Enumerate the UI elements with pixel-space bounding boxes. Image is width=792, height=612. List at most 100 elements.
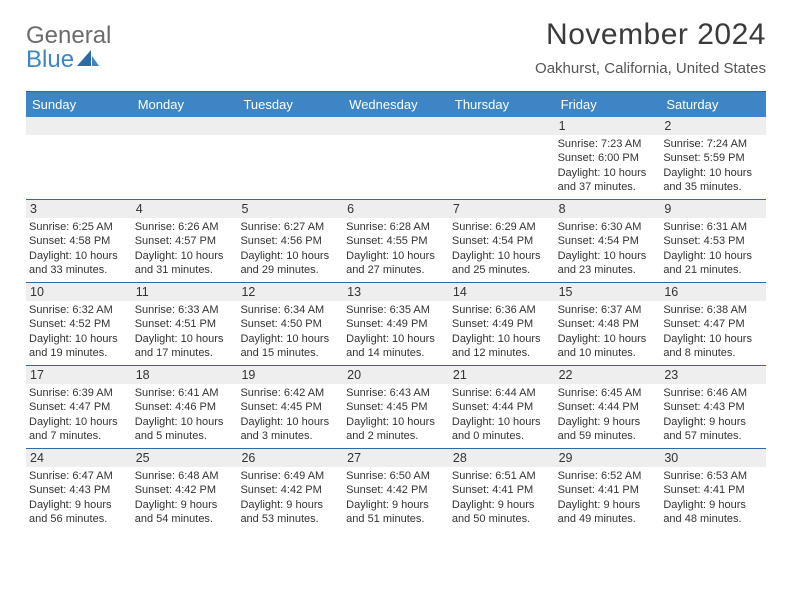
day-number: 17	[26, 366, 132, 384]
daylight-text: Daylight: 10 hours and 7 minutes.	[29, 415, 129, 444]
day-info: Sunrise: 6:27 AMSunset: 4:56 PMDaylight:…	[237, 218, 343, 281]
day-cell: 28Sunrise: 6:51 AMSunset: 4:41 PMDayligh…	[449, 449, 555, 531]
day-info: Sunrise: 6:26 AMSunset: 4:57 PMDaylight:…	[132, 218, 238, 281]
day-info: Sunrise: 6:41 AMSunset: 4:46 PMDaylight:…	[132, 384, 238, 447]
daylight-text: Daylight: 10 hours and 21 minutes.	[663, 249, 763, 278]
day-cell: 7 Sunrise: 6:29 AMSunset: 4:54 PMDaylight…	[449, 200, 555, 282]
daylight-text: Daylight: 10 hours and 29 minutes.	[240, 249, 340, 278]
day-cell: 29Sunrise: 6:52 AMSunset: 4:41 PMDayligh…	[555, 449, 661, 531]
sunset-text: Sunset: 6:00 PM	[558, 151, 658, 165]
day-info: Sunrise: 6:44 AMSunset: 4:44 PMDaylight:…	[449, 384, 555, 447]
day-info: Sunrise: 6:53 AMSunset: 4:41 PMDaylight:…	[660, 467, 766, 530]
day-info: Sunrise: 7:24 AMSunset: 5:59 PMDaylight:…	[660, 135, 766, 198]
month-title: November 2024	[535, 18, 766, 52]
sunrise-text: Sunrise: 6:51 AM	[452, 469, 552, 483]
sunset-text: Sunset: 4:49 PM	[346, 317, 446, 331]
sunset-text: Sunset: 4:47 PM	[663, 317, 763, 331]
sunrise-text: Sunrise: 6:44 AM	[452, 386, 552, 400]
dow-wednesday: Wednesday	[343, 92, 449, 117]
day-cell: 16Sunrise: 6:38 AMSunset: 4:47 PMDayligh…	[660, 283, 766, 365]
day-number: 27	[343, 449, 449, 467]
day-info: Sunrise: 6:30 AMSunset: 4:54 PMDaylight:…	[555, 218, 661, 281]
day-number: 1	[555, 117, 661, 135]
day-cell: 24Sunrise: 6:47 AMSunset: 4:43 PMDayligh…	[26, 449, 132, 531]
day-info: Sunrise: 6:47 AMSunset: 4:43 PMDaylight:…	[26, 467, 132, 530]
daylight-text: Daylight: 10 hours and 10 minutes.	[558, 332, 658, 361]
dow-tuesday: Tuesday	[237, 92, 343, 117]
daylight-text: Daylight: 10 hours and 3 minutes.	[240, 415, 340, 444]
sunrise-text: Sunrise: 6:43 AM	[346, 386, 446, 400]
week-row: 24Sunrise: 6:47 AMSunset: 4:43 PMDayligh…	[26, 449, 766, 531]
day-cell: 18Sunrise: 6:41 AMSunset: 4:46 PMDayligh…	[132, 366, 238, 448]
sunset-text: Sunset: 4:42 PM	[240, 483, 340, 497]
sunrise-text: Sunrise: 6:47 AM	[29, 469, 129, 483]
day-info: Sunrise: 7:23 AMSunset: 6:00 PMDaylight:…	[555, 135, 661, 198]
day-cell: 15Sunrise: 6:37 AMSunset: 4:48 PMDayligh…	[555, 283, 661, 365]
day-number: 21	[449, 366, 555, 384]
day-number: 29	[555, 449, 661, 467]
sunset-text: Sunset: 4:52 PM	[29, 317, 129, 331]
day-cell: 2Sunrise: 7:24 AMSunset: 5:59 PMDaylight…	[660, 117, 766, 199]
day-number: 26	[237, 449, 343, 467]
day-number: 15	[555, 283, 661, 301]
day-info: Sunrise: 6:39 AMSunset: 4:47 PMDaylight:…	[26, 384, 132, 447]
dow-friday: Friday	[555, 92, 661, 117]
day-cell: 11Sunrise: 6:33 AMSunset: 4:51 PMDayligh…	[132, 283, 238, 365]
sunrise-text: Sunrise: 6:31 AM	[663, 220, 763, 234]
daylight-text: Daylight: 9 hours and 54 minutes.	[135, 498, 235, 527]
sunset-text: Sunset: 4:49 PM	[452, 317, 552, 331]
daylight-text: Daylight: 10 hours and 2 minutes.	[346, 415, 446, 444]
day-number: 20	[343, 366, 449, 384]
day-number: 23	[660, 366, 766, 384]
day-number: 16	[660, 283, 766, 301]
day-info: Sunrise: 6:42 AMSunset: 4:45 PMDaylight:…	[237, 384, 343, 447]
day-number: 7	[449, 200, 555, 218]
sunrise-text: Sunrise: 6:27 AM	[240, 220, 340, 234]
day-number: 13	[343, 283, 449, 301]
day-info: Sunrise: 6:31 AMSunset: 4:53 PMDaylight:…	[660, 218, 766, 281]
sail-icon	[77, 50, 99, 68]
sunset-text: Sunset: 4:51 PM	[135, 317, 235, 331]
daylight-text: Daylight: 10 hours and 17 minutes.	[135, 332, 235, 361]
week-row: 10Sunrise: 6:32 AMSunset: 4:52 PMDayligh…	[26, 283, 766, 366]
sunset-text: Sunset: 4:54 PM	[452, 234, 552, 248]
daylight-text: Daylight: 9 hours and 51 minutes.	[346, 498, 446, 527]
week-row: 1Sunrise: 7:23 AMSunset: 6:00 PMDaylight…	[26, 117, 766, 200]
sunrise-text: Sunrise: 6:29 AM	[452, 220, 552, 234]
sunrise-text: Sunrise: 6:32 AM	[29, 303, 129, 317]
sunrise-text: Sunrise: 6:38 AM	[663, 303, 763, 317]
day-number: 8	[555, 200, 661, 218]
day-info: Sunrise: 6:50 AMSunset: 4:42 PMDaylight:…	[343, 467, 449, 530]
day-cell: 13Sunrise: 6:35 AMSunset: 4:49 PMDayligh…	[343, 283, 449, 365]
day-cell	[132, 117, 238, 199]
day-info: Sunrise: 6:32 AMSunset: 4:52 PMDaylight:…	[26, 301, 132, 364]
daylight-text: Daylight: 10 hours and 14 minutes.	[346, 332, 446, 361]
day-cell: 6Sunrise: 6:28 AMSunset: 4:55 PMDaylight…	[343, 200, 449, 282]
daylight-text: Daylight: 9 hours and 56 minutes.	[29, 498, 129, 527]
day-cell: 25Sunrise: 6:48 AMSunset: 4:42 PMDayligh…	[132, 449, 238, 531]
day-number: 4	[132, 200, 238, 218]
dow-thursday: Thursday	[449, 92, 555, 117]
day-info: Sunrise: 6:28 AMSunset: 4:55 PMDaylight:…	[343, 218, 449, 281]
brand-logo: General Blue	[26, 24, 111, 72]
sunrise-text: Sunrise: 6:34 AM	[240, 303, 340, 317]
day-number: 2	[660, 117, 766, 135]
daylight-text: Daylight: 10 hours and 35 minutes.	[663, 166, 763, 195]
sunrise-text: Sunrise: 6:41 AM	[135, 386, 235, 400]
day-cell	[343, 117, 449, 199]
day-number: 28	[449, 449, 555, 467]
day-info: Sunrise: 6:35 AMSunset: 4:49 PMDaylight:…	[343, 301, 449, 364]
day-number: 12	[237, 283, 343, 301]
sunset-text: Sunset: 4:41 PM	[558, 483, 658, 497]
sunrise-text: Sunrise: 6:30 AM	[558, 220, 658, 234]
dow-sunday: Sunday	[26, 92, 132, 117]
day-info: Sunrise: 6:33 AMSunset: 4:51 PMDaylight:…	[132, 301, 238, 364]
daylight-text: Daylight: 10 hours and 25 minutes.	[452, 249, 552, 278]
sunset-text: Sunset: 4:45 PM	[346, 400, 446, 414]
day-number: 5	[237, 200, 343, 218]
sunset-text: Sunset: 4:43 PM	[29, 483, 129, 497]
sunrise-text: Sunrise: 6:26 AM	[135, 220, 235, 234]
sunset-text: Sunset: 4:53 PM	[663, 234, 763, 248]
day-cell: 3Sunrise: 6:25 AMSunset: 4:58 PMDaylight…	[26, 200, 132, 282]
day-cell: 9Sunrise: 6:31 AMSunset: 4:53 PMDaylight…	[660, 200, 766, 282]
